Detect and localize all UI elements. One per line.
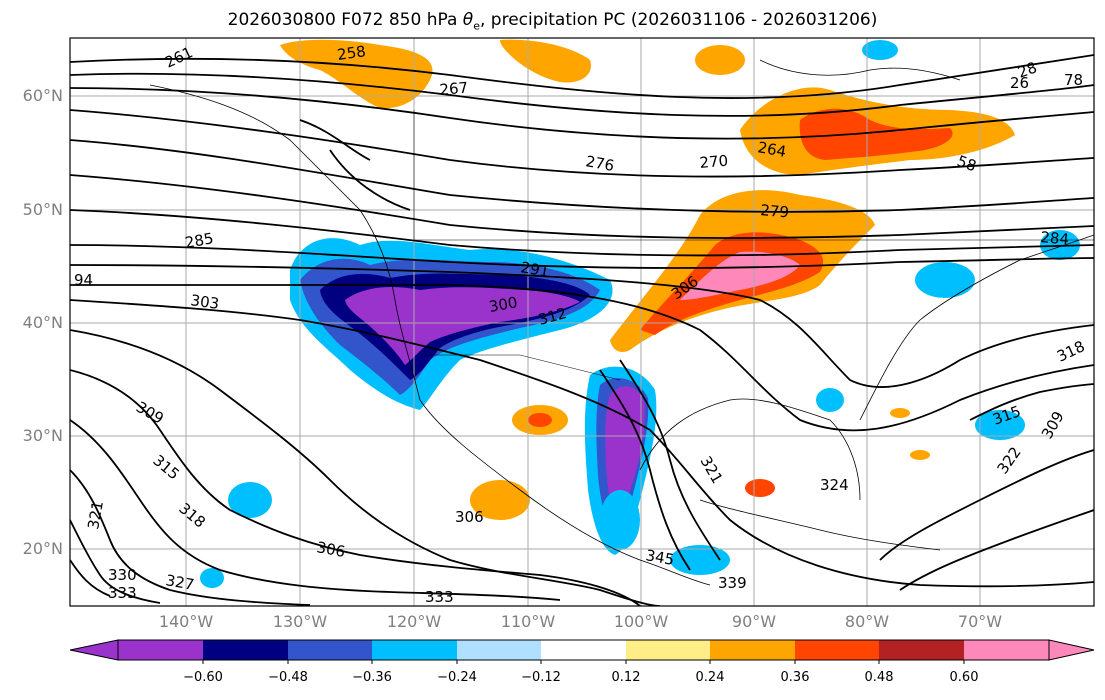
precip-shading <box>200 39 1080 588</box>
graticule <box>70 38 1094 606</box>
lon-label-130w: 130°W <box>272 612 328 631</box>
lon-label-120w: 120°W <box>386 612 442 631</box>
contour-label: 284 <box>1040 228 1070 248</box>
lon-label-80w: 80°W <box>844 612 890 631</box>
lat-label-30n: 30°N <box>22 426 63 445</box>
contour-label: 300 <box>488 293 519 316</box>
colorbar-label: −0.12 <box>521 670 561 685</box>
colorbar-label: −0.48 <box>268 670 308 685</box>
lon-label-70w: 70°W <box>957 612 1003 631</box>
lon-label-110w: 110°W <box>500 612 556 631</box>
map-title: 2026030800 F072 850 hPa θe, precipitatio… <box>227 10 878 33</box>
contour-label: 306 <box>455 508 484 526</box>
contour-label: 330 <box>108 566 137 584</box>
contour-label: 333 <box>108 584 137 602</box>
contour-label: 333 <box>425 588 454 606</box>
colorbar-label: 0.36 <box>780 670 810 685</box>
lon-label-140w: 140°W <box>158 612 214 631</box>
contour-label: 258 <box>336 42 367 64</box>
contour-label: 279 <box>760 201 790 221</box>
colorbar-label: −0.36 <box>352 670 392 685</box>
colorbar <box>69 639 1095 664</box>
contour-label: 339 <box>718 574 747 592</box>
colorbar-label: 0.48 <box>864 670 894 685</box>
lat-label-40n: 40°N <box>22 313 63 332</box>
lat-label-20n: 20°N <box>22 539 63 558</box>
lat-label-50n: 50°N <box>22 200 63 219</box>
contour-label: 345 <box>644 546 675 569</box>
theta-e-contours <box>70 54 1094 606</box>
colorbar-label: 0.24 <box>695 670 725 685</box>
contour-label: 26 <box>1010 74 1029 92</box>
colorbar-label: −0.24 <box>437 670 477 685</box>
contour-label: 264 <box>756 138 787 161</box>
lon-label-100w: 100°W <box>613 612 669 631</box>
contour-label: 291 <box>519 258 550 281</box>
contour-label: 285 <box>184 229 215 252</box>
contour-label: 267 <box>439 79 469 99</box>
contour-label: 306 <box>315 538 346 561</box>
contour-label: 276 <box>584 152 615 175</box>
coastlines <box>149 59 1094 586</box>
contour-label: 270 <box>699 152 729 172</box>
contour-label: 94 <box>74 271 93 289</box>
contour-label: 321 <box>84 499 107 530</box>
lat-label-60n: 60°N <box>22 86 63 105</box>
contour-label: 303 <box>189 291 220 313</box>
lon-label-90w: 90°W <box>731 612 777 631</box>
contour-label: 58 <box>955 152 979 175</box>
contour-label: 78 <box>1064 71 1083 89</box>
colorbar-label: −0.60 <box>183 670 223 685</box>
colorbar-label: 0.12 <box>611 670 641 685</box>
contour-label: 327 <box>164 571 195 594</box>
contour-label: 28 <box>1015 58 1039 81</box>
colorbar-label: 0.60 <box>949 670 979 685</box>
contour-label: 324 <box>820 476 849 494</box>
